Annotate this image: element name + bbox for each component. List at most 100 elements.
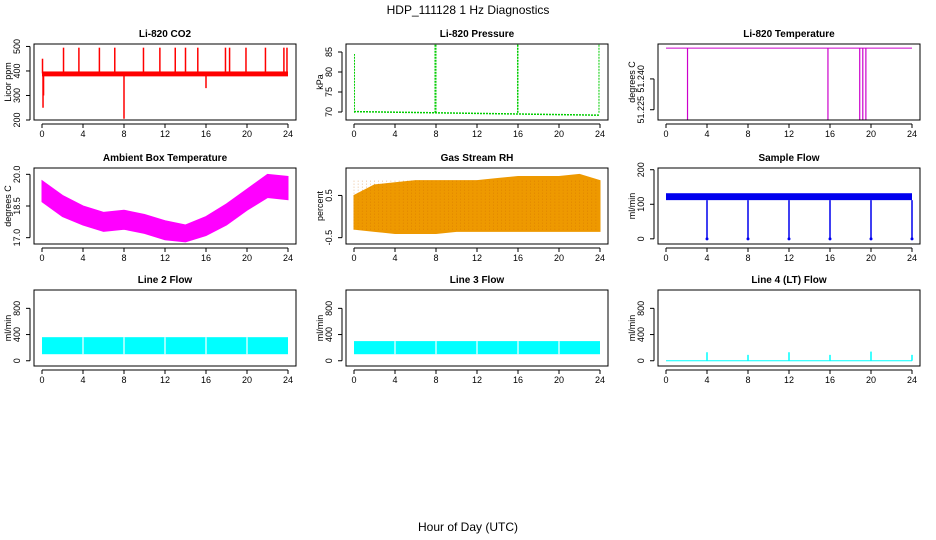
x-tick-label: 20 (866, 129, 876, 139)
y-axis: 17.0 18.5 20.0 (12, 166, 31, 246)
x-tick-label: 24 (283, 129, 293, 139)
x-axis: 0 4 8 12 16 20 24 (39, 123, 293, 139)
x-tick-label: 8 (121, 375, 126, 385)
y-tick-label: 800 (636, 301, 646, 316)
x-tick-label: 12 (472, 129, 482, 139)
x-tick-label: 8 (745, 253, 750, 263)
x-axis: 0 4 8 12 16 20 24 (663, 247, 917, 263)
panel-title: Line 3 Flow (450, 275, 505, 286)
x-tick-label: 4 (704, 129, 709, 139)
data-line (353, 110, 601, 116)
x-tick-label: 20 (242, 375, 252, 385)
data-point (787, 237, 791, 241)
y-tick-label: 200 (636, 162, 646, 177)
series-l4flow (666, 351, 913, 362)
series-co2 (41, 47, 288, 119)
y-axis-label: degrees C (627, 61, 637, 103)
x-tick-label: 0 (663, 253, 668, 263)
x-axis: 0 4 8 12 16 20 24 (663, 369, 917, 385)
y-tick-label: 0.5 (324, 189, 334, 202)
x-tick-label: 12 (160, 375, 170, 385)
y-axis: 0 400 800 (12, 301, 31, 363)
x-tick-label: 20 (554, 129, 564, 139)
panel-co2: Li-820 CO2 Licor ppm 0 4 8 12 16 20 24 200 300 400 5… (3, 29, 297, 139)
plot-frame (33, 289, 297, 367)
panel-title: Line 2 Flow (138, 275, 193, 286)
series-pres (353, 44, 601, 116)
x-tick-label: 4 (704, 253, 709, 263)
panel-title: Li-820 CO2 (139, 29, 192, 40)
y-tick-label: 0 (12, 358, 22, 363)
plot-frame (657, 43, 921, 121)
y-axis-label: kPa (315, 74, 325, 90)
y-tick-label: 200 (12, 112, 22, 127)
x-tick-label: 16 (513, 375, 523, 385)
series-l2flow (42, 337, 288, 355)
y-tick-label: 400 (324, 327, 334, 342)
x-tick-label: 4 (80, 129, 85, 139)
y-tick-label: 0 (636, 358, 646, 363)
x-tick-label: 8 (121, 129, 126, 139)
x-tick-label: 4 (392, 253, 397, 263)
y-axis: -0.5 0.5 (324, 189, 343, 246)
panel-rh: Gas Stream RH percent 0 4 8 12 16 20 24 -0.5 0.5 (315, 153, 609, 263)
x-tick-label: 16 (825, 253, 835, 263)
y-tick-label: 0 (324, 358, 334, 363)
plot-frame (657, 289, 921, 367)
x-tick-label: 16 (201, 129, 211, 139)
y-axis: 0 100 200 (636, 162, 655, 241)
y-axis: 0 400 800 (324, 301, 343, 363)
panel-sflow: Sample Flow ml/min 0 4 8 12 16 20 24 0 100 200 (627, 153, 921, 263)
x-tick-label: 4 (392, 129, 397, 139)
x-tick-label: 12 (472, 375, 482, 385)
x-tick-label: 12 (472, 253, 482, 263)
y-tick-label: 400 (636, 327, 646, 342)
panel-l2flow: Line 2 Flow ml/min 0 4 8 12 16 20 24 0 400 800 (3, 275, 297, 385)
plot-frame (33, 43, 297, 121)
panel-ambtemp: Ambient Box Temperature degrees C 0 4 8 12 16 2… (3, 153, 297, 263)
x-tick-label: 12 (784, 253, 794, 263)
x-tick-label: 24 (595, 375, 605, 385)
plot-frame (345, 289, 609, 367)
y-tick-label: 400 (12, 327, 22, 342)
series-l3flow (354, 341, 600, 355)
y-axis: 51.225 51.240 (636, 65, 655, 124)
y-tick-label: 800 (12, 301, 22, 316)
panel-pres: Li-820 Pressure kPa 0 4 8 12 16 20 24 70 75 80 85 (315, 29, 609, 139)
y-tick-label: 85 (324, 47, 334, 57)
x-tick-label: 8 (745, 129, 750, 139)
x-tick-label: 4 (392, 375, 397, 385)
y-axis: 0 400 800 (636, 301, 655, 363)
x-axis: 0 4 8 12 16 20 24 (39, 369, 293, 385)
y-axis-label: Licor ppm (3, 62, 13, 102)
x-tick-label: 8 (745, 375, 750, 385)
y-tick-label: 51.240 (636, 65, 646, 93)
x-tick-label: 20 (554, 253, 564, 263)
plot-frame (657, 167, 921, 245)
panel-title: Line 4 (LT) Flow (751, 275, 827, 286)
panel-l4flow: Line 4 (LT) Flow ml/min 0 4 8 12 16 20 24 0 400 800 (627, 275, 921, 385)
data-band (42, 71, 288, 77)
y-tick-label: -0.5 (324, 230, 334, 246)
x-axis: 0 4 8 12 16 20 24 (351, 123, 605, 139)
x-tick-label: 4 (80, 253, 85, 263)
x-tick-label: 16 (825, 129, 835, 139)
panel-title: Sample Flow (758, 153, 819, 164)
x-tick-label: 12 (160, 253, 170, 263)
y-tick-label: 400 (12, 63, 22, 78)
x-tick-label: 20 (554, 375, 564, 385)
x-tick-label: 0 (351, 129, 356, 139)
x-tick-label: 0 (351, 253, 356, 263)
x-tick-label: 0 (663, 375, 668, 385)
x-tick-label: 20 (242, 129, 252, 139)
y-tick-label: 80 (324, 67, 334, 77)
y-axis-label: ml/min (627, 315, 637, 342)
x-tick-label: 12 (160, 129, 170, 139)
data-point (705, 237, 709, 241)
x-tick-label: 24 (907, 253, 917, 263)
plot-frame (345, 167, 609, 245)
y-tick-label: 51.225 (636, 96, 646, 124)
y-tick-label: 70 (324, 107, 334, 117)
y-axis-label: degrees C (3, 185, 13, 227)
